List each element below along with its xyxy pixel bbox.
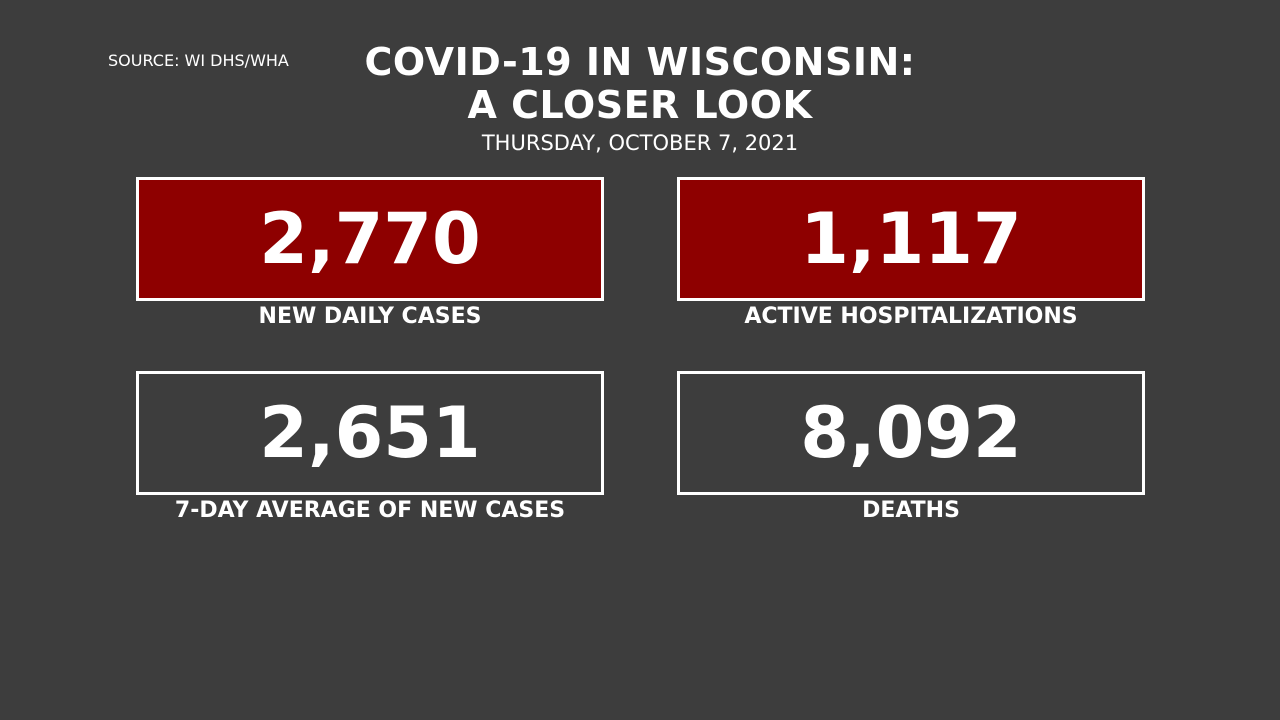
stat-value: 2,651 [136, 371, 604, 495]
title-line: A CLOSER LOOK [467, 83, 813, 127]
title-line: COVID-19 IN WISCONSIN: [364, 40, 916, 84]
stat-value: 1,117 [677, 177, 1145, 301]
stat-label: DEATHS [862, 498, 960, 523]
stat-label: 7-DAY AVERAGE OF NEW CASES [174, 498, 566, 523]
date: THURSDAY, OCTOBER 7, 2021 [481, 131, 799, 155]
stat-label: NEW DAILY CASES [258, 304, 482, 329]
stat-value: 8,092 [677, 371, 1145, 495]
source: SOURCE: WI DHS/WHA [108, 51, 289, 70]
stat-label: ACTIVE HOSPITALIZATIONS [744, 304, 1078, 329]
stat-value: 2,770 [136, 177, 604, 301]
